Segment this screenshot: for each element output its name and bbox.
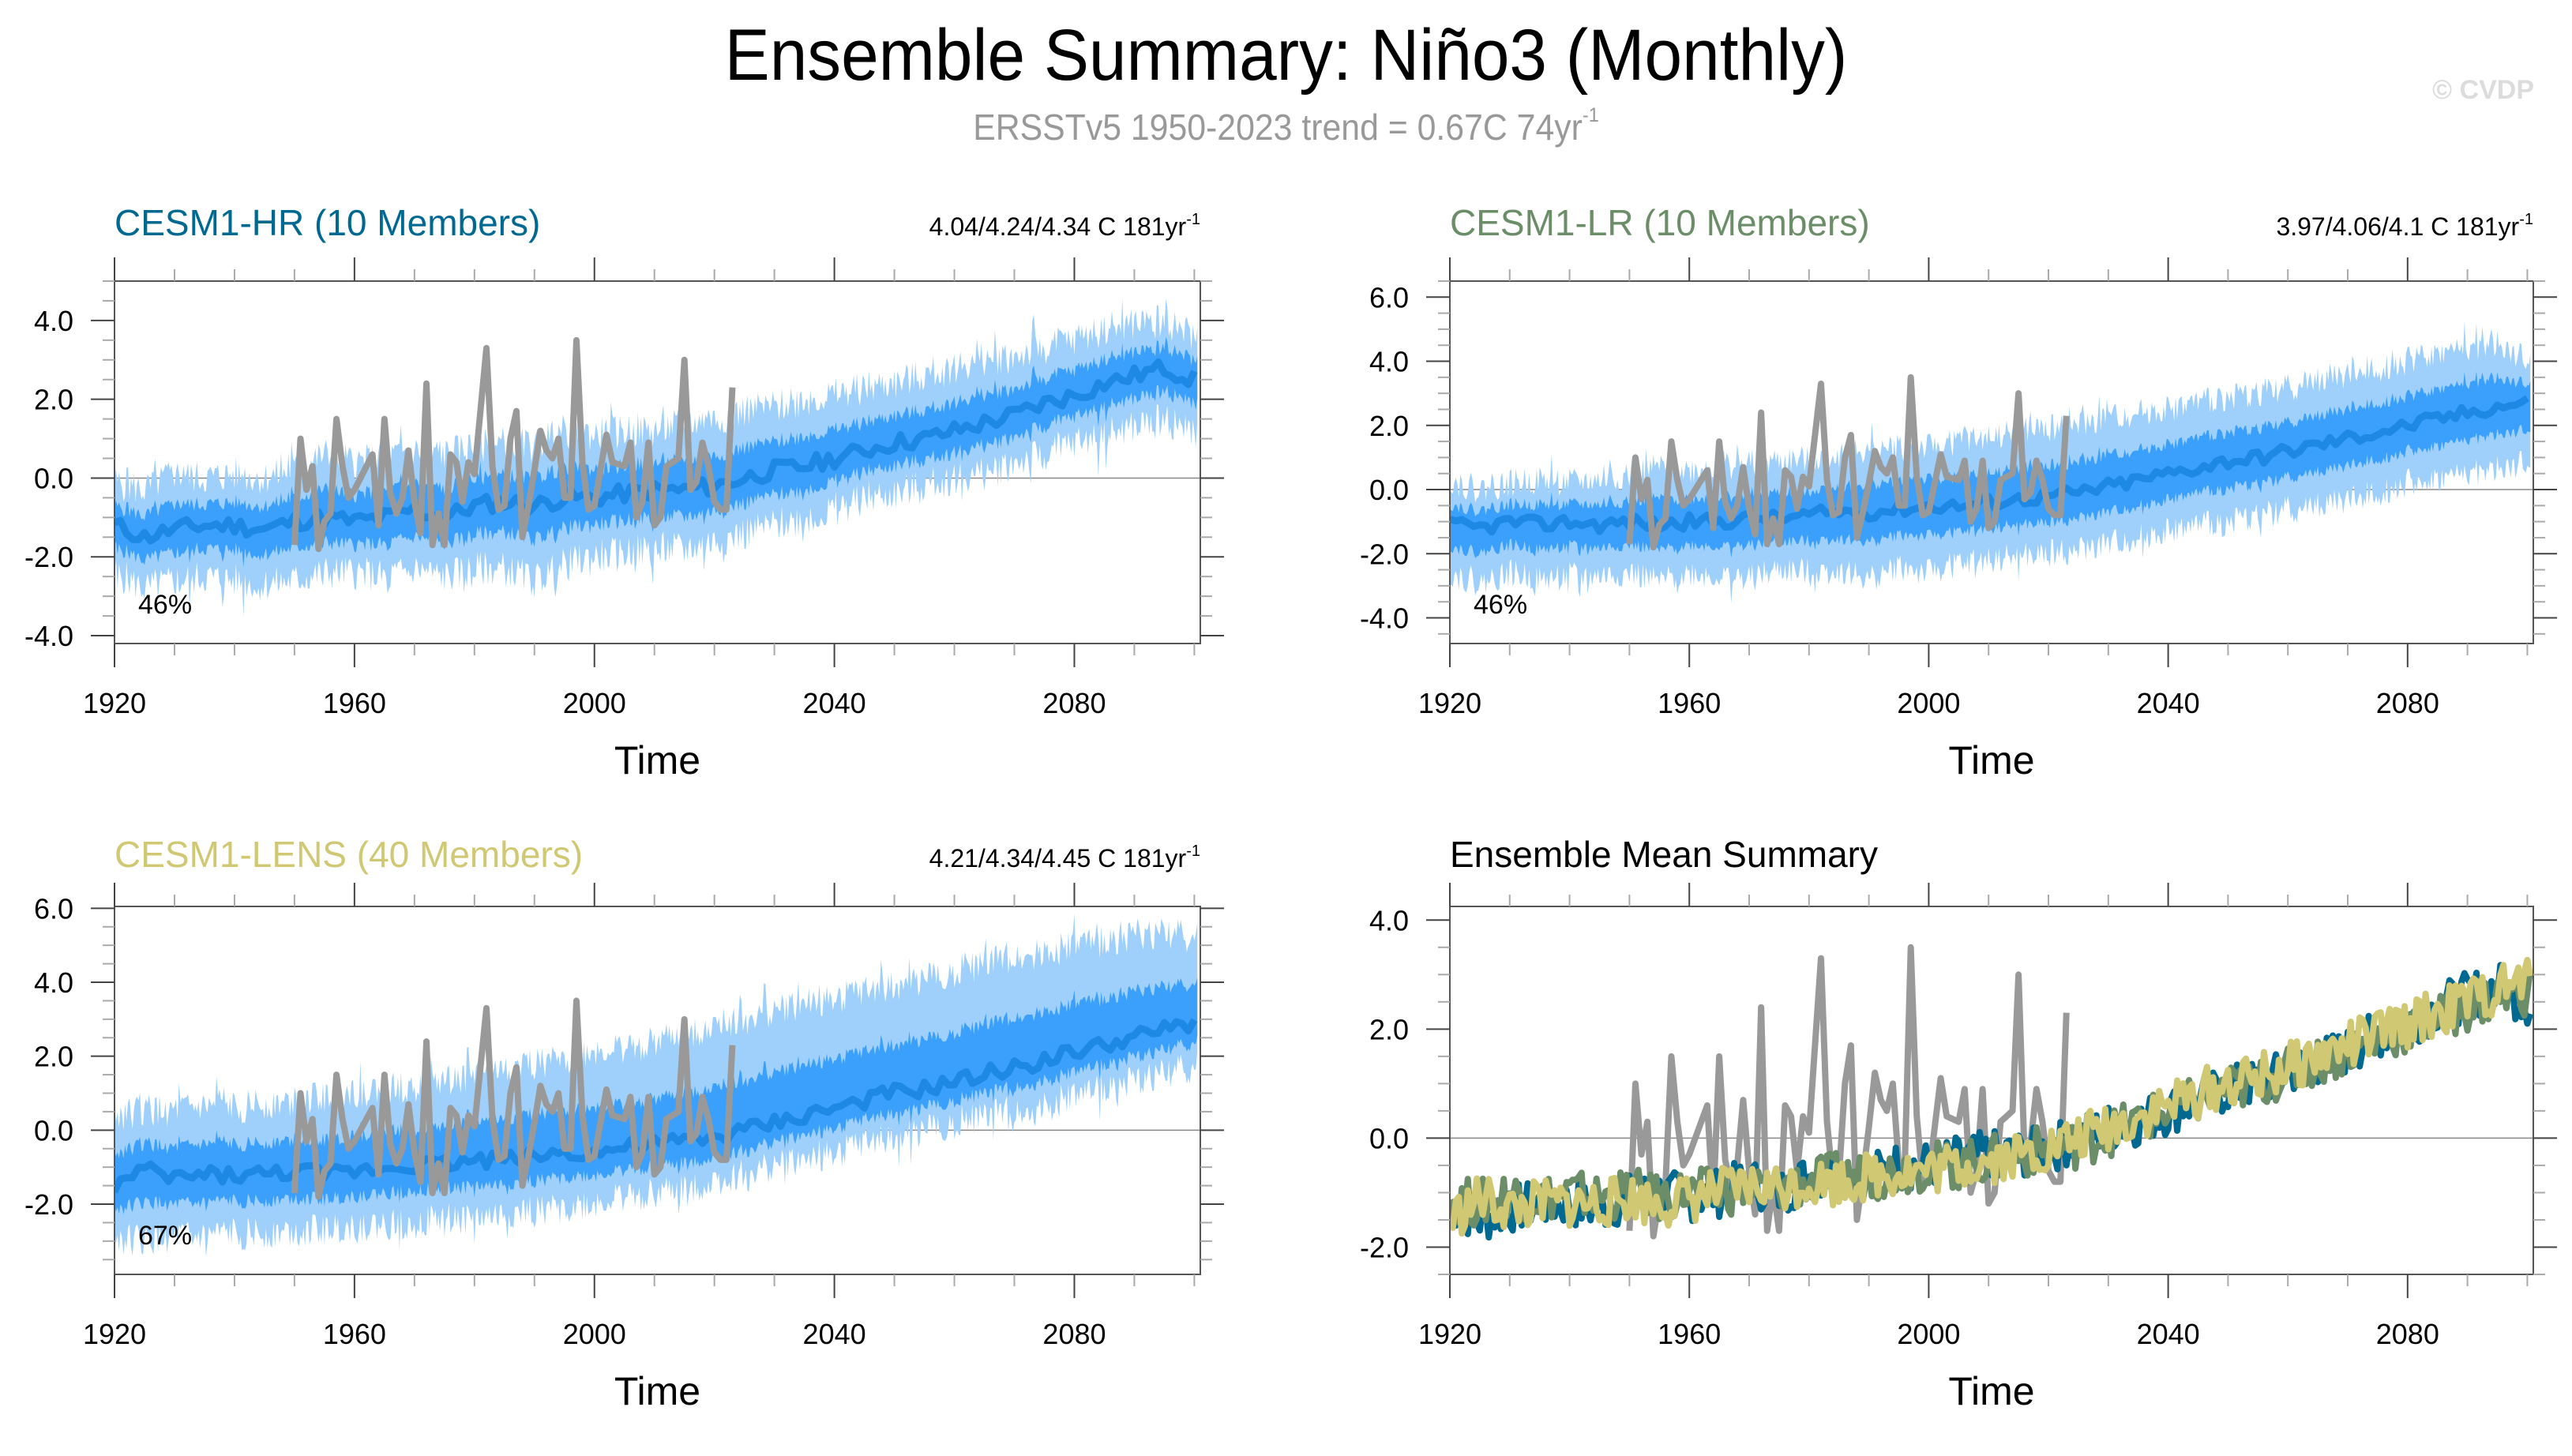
x-tick-label: 1960 <box>1658 687 1721 719</box>
observations-line <box>291 336 736 553</box>
x-tick-label: 1960 <box>323 1318 386 1350</box>
plot-area <box>1450 321 2533 604</box>
percent-label: 46% <box>1474 590 1527 620</box>
x-tick-label: 1920 <box>83 687 146 719</box>
main-title: Ensemble Summary: Niño3 (Monthly) <box>724 15 1848 96</box>
y-tick-label: 6.0 <box>34 892 73 925</box>
y-tick-label: -4.0 <box>24 620 73 652</box>
x-tick-label: 1920 <box>1418 1318 1481 1350</box>
trend-label: 3.97/4.06/4.1 C 181yr-1 <box>2276 211 2533 241</box>
trend-label: 4.04/4.24/4.34 C 181yr-1 <box>929 211 1200 241</box>
trend-label: 4.21/4.34/4.45 C 181yr-1 <box>929 842 1200 872</box>
x-axis-title: Time <box>1948 1369 2034 1413</box>
x-axis-title: Time <box>614 1369 700 1413</box>
plot-area <box>115 914 1200 1257</box>
series-line-ersstv5 <box>1626 944 2070 1240</box>
x-tick-label: 2040 <box>2137 687 2200 719</box>
y-tick-label: 4.0 <box>34 305 73 337</box>
y-tick-label: 4.0 <box>1369 346 1409 378</box>
plot-frame <box>1449 280 2534 644</box>
subtitle: ERSSTv5 1950-2023 trend = 0.67C 74yr-1 <box>90 104 2482 148</box>
y-tick-label: 2.0 <box>1369 410 1409 442</box>
y-tick-label: 2.0 <box>34 384 73 416</box>
subtitle-superscript: -1 <box>1582 104 1599 126</box>
x-tick-label: 2080 <box>2376 1318 2439 1350</box>
x-tick-label: 2080 <box>1042 687 1106 719</box>
x-tick-label: 2040 <box>2137 1318 2200 1350</box>
x-axis-title: Time <box>1948 738 2034 782</box>
panel-title: CESM1-LENS (40 Members) <box>115 834 583 875</box>
y-tick-label: 4.0 <box>34 966 73 999</box>
y-tick-label: -2.0 <box>24 541 73 573</box>
y-tick-label: -4.0 <box>1360 602 1409 635</box>
ensemble-10-90-band <box>1450 371 2531 558</box>
x-tick-label: 2080 <box>1042 1318 1106 1350</box>
panel-title: CESM1-LR (10 Members) <box>1450 202 1870 243</box>
cvdp-watermark: © CVDP <box>2432 75 2534 105</box>
y-tick-label: 0.0 <box>1369 474 1409 506</box>
percent-label: 46% <box>138 590 192 620</box>
y-tick-label: 0.0 <box>34 1114 73 1146</box>
panel-title: CESM1-HR (10 Members) <box>115 202 540 243</box>
y-tick-label: 6.0 <box>1369 281 1409 313</box>
plot-frame <box>114 280 1201 644</box>
observations-line <box>1626 373 2070 551</box>
panel-title: Ensemble Mean Summary <box>1450 834 1878 875</box>
series-line-cesm1-lens <box>1450 956 2533 1237</box>
y-tick-label: -2.0 <box>1360 538 1409 570</box>
x-tick-label: 2040 <box>803 687 866 719</box>
y-tick-label: 2.0 <box>34 1041 73 1073</box>
y-tick-label: 2.0 <box>1369 1013 1409 1045</box>
x-tick-label: 2000 <box>1897 687 1960 719</box>
trend-superscript: -1 <box>1186 211 1200 228</box>
x-tick-label: 2000 <box>563 1318 626 1350</box>
trend-value: 4.21/4.34/4.45 C 181yr <box>929 844 1187 872</box>
x-tick-label: 2080 <box>2376 687 2439 719</box>
trend-value: 4.04/4.24/4.34 C 181yr <box>929 212 1187 241</box>
plot-frame <box>114 906 1201 1275</box>
trend-superscript: -1 <box>1186 842 1200 860</box>
trend-superscript: -1 <box>2519 211 2533 228</box>
x-tick-label: 1920 <box>83 1318 146 1350</box>
observations-line <box>291 997 736 1200</box>
y-tick-label: 0.0 <box>1369 1122 1409 1154</box>
plot-area <box>1450 944 2533 1241</box>
plot-frame <box>1449 906 2534 1275</box>
x-tick-label: 2000 <box>563 687 626 719</box>
percent-label: 67% <box>138 1221 192 1251</box>
trend-value: 3.97/4.06/4.1 C 181yr <box>2276 212 2519 241</box>
x-tick-label: 1960 <box>323 687 386 719</box>
ensemble-10-90-band <box>115 978 1198 1214</box>
x-tick-label: 2040 <box>803 1318 866 1350</box>
x-axis-title: Time <box>614 738 700 782</box>
subtitle-text: ERSSTv5 1950-2023 trend = 0.67C 74yr <box>973 106 1583 148</box>
x-tick-label: 1960 <box>1658 1318 1721 1350</box>
y-tick-label: 4.0 <box>1369 904 1409 936</box>
plot-area <box>115 298 1200 617</box>
x-tick-label: 2000 <box>1897 1318 1960 1350</box>
y-tick-label: -2.0 <box>1360 1231 1409 1263</box>
x-tick-label: 1920 <box>1418 687 1481 719</box>
y-tick-label: -2.0 <box>24 1188 73 1221</box>
y-tick-label: 0.0 <box>34 462 73 494</box>
